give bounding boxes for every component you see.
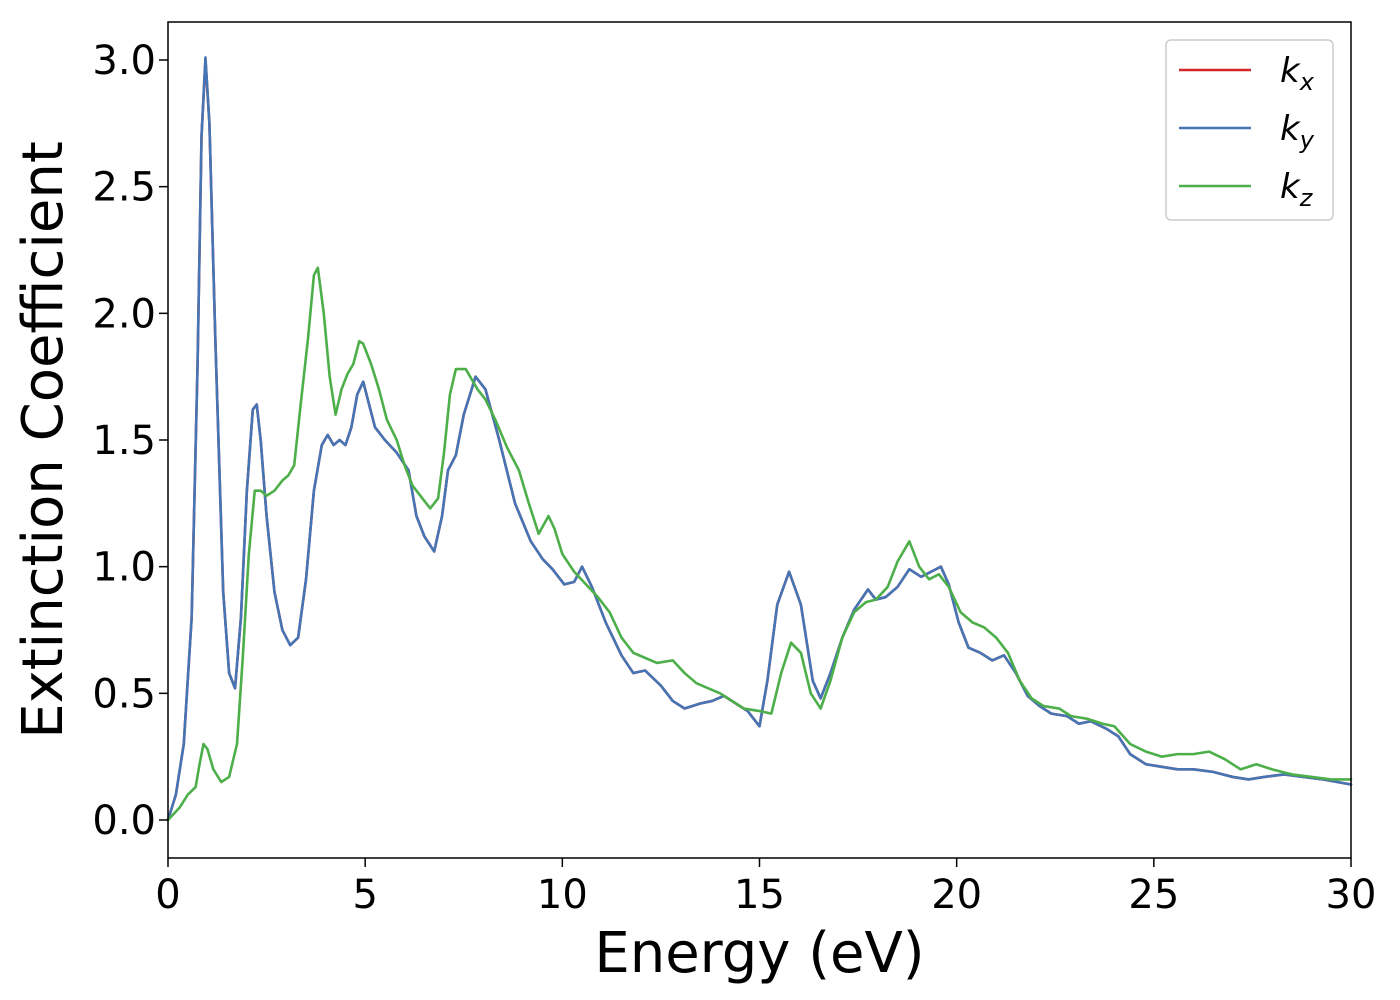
- y-tick-label: 2.5: [92, 165, 156, 211]
- x-axis-label: Energy (eV): [594, 921, 924, 986]
- legend-frame: [1165, 39, 1334, 221]
- x-tick-label: 20: [931, 872, 982, 918]
- y-tick-label: 0.5: [92, 671, 156, 717]
- legend-label-k-z: kz: [1280, 167, 1314, 212]
- x-tick-label: 0: [155, 872, 180, 918]
- x-tick-label: 30: [1326, 872, 1377, 918]
- y-tick-label: 2.0: [92, 291, 156, 337]
- y-axis: 0.0 0.5 1.0 1.5 2.0 2.5 3.0: [92, 38, 168, 844]
- legend-label-k-x: kx: [1280, 51, 1315, 96]
- x-axis: 0 5 10 15 20 25 30: [155, 858, 1376, 918]
- y-tick-label: 1.5: [92, 418, 156, 464]
- series-line-k-z: [166, 266, 1353, 822]
- y-tick-label: 3.0: [92, 38, 156, 84]
- series-line-k-y: [166, 56, 1353, 822]
- legend-label-k-y: ky: [1280, 109, 1315, 154]
- series-group: [166, 56, 1353, 822]
- x-tick-label: 10: [537, 872, 588, 918]
- x-tick-label: 25: [1128, 872, 1179, 918]
- x-tick-label: 15: [734, 872, 785, 918]
- x-tick-label: 5: [352, 872, 377, 918]
- y-axis-label: Extinction Coefficient: [11, 141, 76, 739]
- y-tick-label: 1.0: [92, 545, 156, 591]
- legend: kx ky kz: [1165, 39, 1334, 221]
- y-tick-label: 0.0: [92, 798, 156, 844]
